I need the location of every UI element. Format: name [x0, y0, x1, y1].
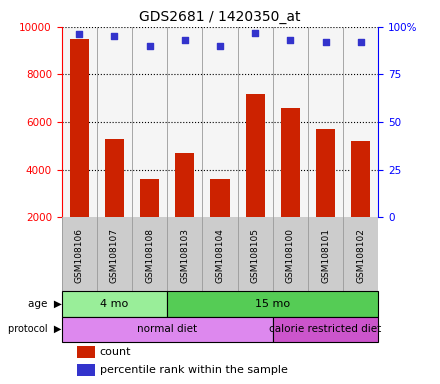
- Text: GSM108106: GSM108106: [75, 228, 84, 283]
- Text: GSM108101: GSM108101: [321, 228, 330, 283]
- Text: GSM108103: GSM108103: [180, 228, 189, 283]
- Bar: [70, 39, 89, 217]
- Text: 4 mo: 4 mo: [100, 299, 128, 309]
- Bar: [281, 108, 300, 217]
- Text: GSM108104: GSM108104: [216, 228, 224, 283]
- Point: [76, 31, 83, 38]
- Bar: [273, 317, 378, 342]
- Text: count: count: [99, 347, 131, 357]
- Bar: [175, 153, 194, 217]
- Text: protocol  ▶: protocol ▶: [8, 324, 62, 334]
- Text: GSM108102: GSM108102: [356, 228, 365, 283]
- Text: GSM108105: GSM108105: [251, 228, 260, 283]
- Point: [181, 37, 188, 43]
- Point: [287, 37, 294, 43]
- Text: GSM108107: GSM108107: [110, 228, 119, 283]
- Text: age  ▶: age ▶: [28, 299, 62, 309]
- Title: GDS2681 / 1420350_at: GDS2681 / 1420350_at: [139, 10, 301, 25]
- Text: GSM108108: GSM108108: [145, 228, 154, 283]
- Bar: [167, 291, 378, 317]
- Bar: [140, 179, 159, 217]
- Bar: [105, 139, 124, 217]
- Text: calorie restricted diet: calorie restricted diet: [269, 324, 382, 334]
- Text: percentile rank within the sample: percentile rank within the sample: [99, 365, 287, 375]
- Bar: [210, 179, 230, 217]
- Bar: [77, 346, 95, 358]
- Point: [146, 43, 153, 49]
- Point: [357, 39, 364, 45]
- Bar: [351, 141, 370, 217]
- Bar: [316, 129, 335, 217]
- Point: [111, 33, 118, 40]
- Bar: [62, 291, 167, 317]
- Point: [322, 39, 329, 45]
- Point: [216, 43, 224, 49]
- Bar: [62, 317, 273, 342]
- Bar: [77, 364, 95, 376]
- Bar: [246, 94, 265, 217]
- Text: 15 mo: 15 mo: [255, 299, 290, 309]
- Point: [252, 30, 259, 36]
- Text: GSM108100: GSM108100: [286, 228, 295, 283]
- Text: normal diet: normal diet: [137, 324, 197, 334]
